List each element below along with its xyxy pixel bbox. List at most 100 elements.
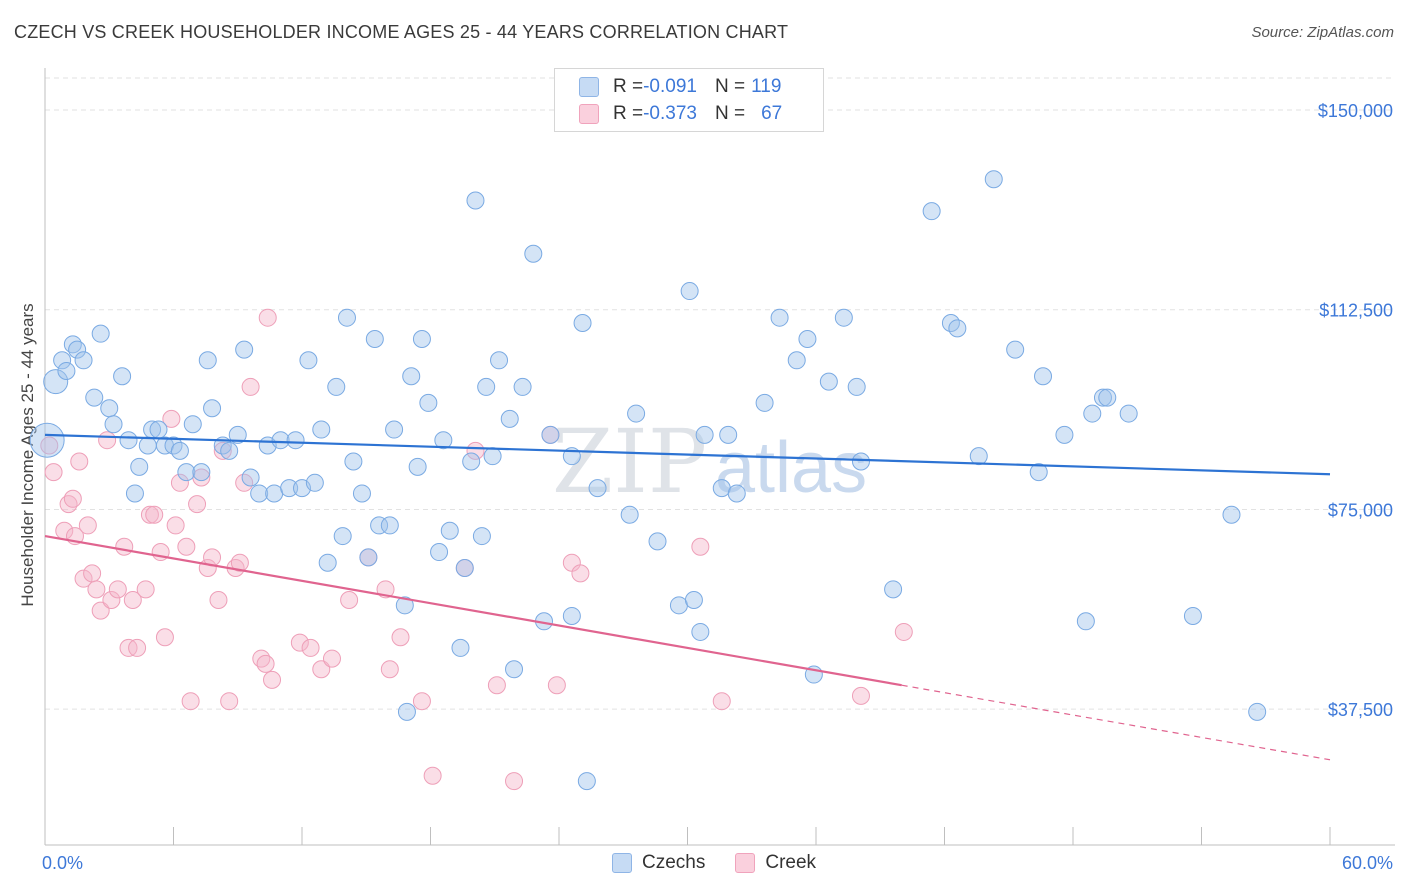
creek-point — [258, 308, 277, 327]
czech-trend-line — [44, 433, 1331, 476]
czech-point — [819, 372, 838, 391]
creek-point — [263, 670, 282, 689]
czech-point — [352, 484, 371, 503]
series-legend: Czechs Creek — [612, 852, 846, 874]
czech-point — [74, 351, 93, 370]
czech-point — [183, 415, 202, 434]
czech-point — [68, 340, 87, 359]
creek-point — [256, 654, 275, 673]
creek-point — [391, 628, 410, 647]
creek-point — [170, 473, 189, 492]
czech-point — [691, 622, 710, 641]
creek-point — [40, 436, 59, 455]
czech-point — [228, 425, 247, 444]
creek-point — [140, 505, 159, 524]
czech-point — [798, 329, 817, 348]
creek-point — [301, 638, 320, 657]
czech-point — [573, 314, 592, 333]
y-tick-label: $37,500 — [1328, 700, 1393, 720]
creek-point — [571, 564, 590, 583]
creek-point — [136, 580, 155, 599]
creek-point — [166, 516, 185, 535]
czech-point — [53, 351, 72, 370]
czech-point — [462, 452, 481, 471]
czech-point — [344, 452, 363, 471]
legend-item-creek[interactable]: Creek — [735, 852, 816, 874]
czech-point — [440, 521, 459, 540]
czech-point — [1029, 463, 1048, 482]
axes — [44, 68, 1395, 846]
czech-point — [588, 479, 607, 498]
creek-point — [412, 692, 431, 711]
trend-lines — [44, 433, 1331, 761]
czech-point — [397, 702, 416, 721]
creek-n-label: N = — [714, 103, 746, 124]
czech-point — [100, 399, 119, 418]
czech-point — [113, 367, 132, 386]
czech-point — [385, 420, 404, 439]
czech-point — [1076, 612, 1095, 631]
creek-point — [145, 505, 164, 524]
creek-point — [851, 686, 870, 705]
source-label: Source: ZipAtlas.com — [1251, 24, 1394, 41]
czech-point — [455, 559, 474, 578]
creek-trend-extension — [901, 684, 1331, 761]
chart-title: CZECH VS CREEK HOUSEHOLDER INCOME AGES 2… — [14, 22, 789, 42]
czech-point — [524, 244, 543, 263]
czech-point — [1248, 702, 1267, 721]
czech-point — [1119, 404, 1138, 423]
czech-point — [395, 596, 414, 615]
czech-point — [434, 431, 453, 450]
czech-point — [787, 351, 806, 370]
czech-point — [312, 420, 331, 439]
czech-point — [192, 463, 211, 482]
creek-n-value: 67 — [761, 103, 783, 124]
creek-trend-line — [44, 534, 902, 687]
czech-point — [138, 436, 157, 455]
creek-point — [241, 377, 260, 396]
czech-point — [104, 415, 123, 434]
czech-point — [562, 606, 581, 625]
czech-point — [1222, 505, 1241, 524]
czech-point — [286, 431, 305, 450]
creek-point — [87, 580, 106, 599]
czech-point — [318, 553, 337, 572]
creek-point — [691, 537, 710, 556]
czech-point — [305, 473, 324, 492]
czech-point — [359, 548, 378, 567]
creek-point — [312, 660, 331, 679]
czech-point — [337, 308, 356, 327]
creek-point — [162, 409, 181, 428]
correlation-legend: R = -0.091 N = 119 R = -0.373 N = 67 — [554, 68, 824, 132]
czech-r-label: R = — [613, 76, 644, 97]
watermark-atlas: atlas — [715, 428, 867, 508]
czech-point — [669, 596, 688, 615]
creek-point — [213, 441, 232, 460]
czech-point — [271, 431, 290, 450]
creek-r-value: -0.373 — [643, 103, 697, 124]
creek-points — [40, 308, 913, 791]
czech-points — [29, 170, 1267, 791]
czech-point — [477, 377, 496, 396]
x-tick-label-min: 0.0% — [42, 853, 83, 873]
creek-point — [209, 590, 228, 609]
czech-point — [620, 505, 639, 524]
legend-row-creek: R = -0.373 N = 67 — [579, 101, 782, 127]
czech-point — [513, 377, 532, 396]
legend-item-czechs[interactable]: Czechs — [612, 852, 705, 874]
czech-point — [1034, 367, 1053, 386]
czech-point — [430, 543, 449, 562]
y-tick-label: $112,500 — [1319, 301, 1393, 321]
creek-point — [83, 564, 102, 583]
czech-point — [220, 441, 239, 460]
creek-point — [547, 676, 566, 695]
creek-point — [78, 516, 97, 535]
creek-point — [322, 649, 341, 668]
creek-r-label: R = — [613, 103, 644, 124]
czech-point — [198, 351, 217, 370]
czech-point — [149, 420, 168, 439]
czech-point — [500, 409, 519, 428]
y-tick-label: $75,000 — [1328, 500, 1393, 520]
czech-point — [1098, 388, 1117, 407]
creek-point — [230, 553, 249, 572]
